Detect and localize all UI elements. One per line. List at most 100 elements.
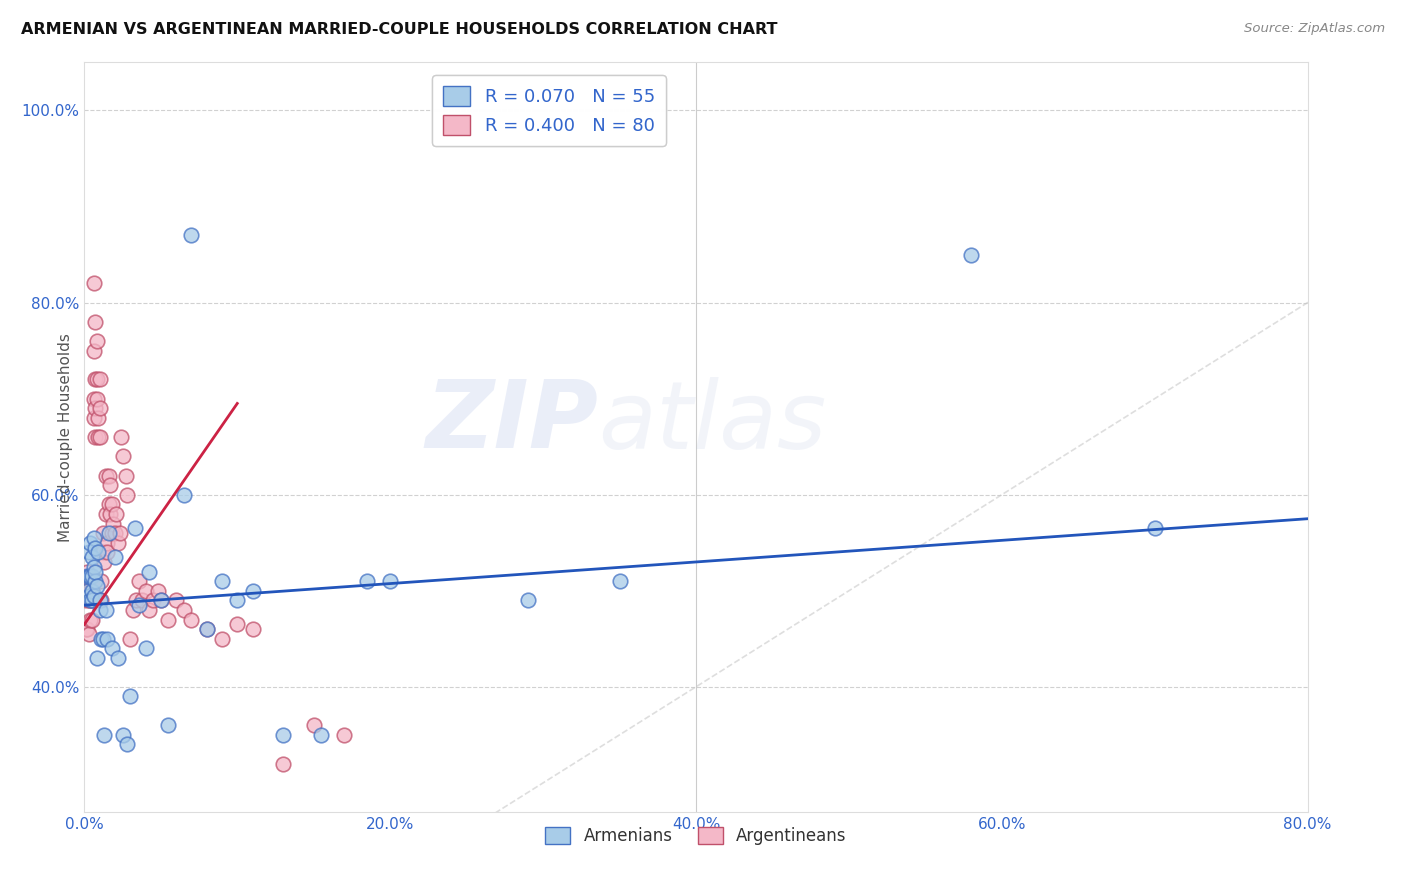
Point <box>138 565 160 579</box>
Point <box>98 507 121 521</box>
Point <box>83 410 105 425</box>
Point <box>83 531 105 545</box>
Point <box>609 574 631 589</box>
Point <box>90 574 112 589</box>
Point <box>84 401 107 416</box>
Point <box>142 593 165 607</box>
Point <box>124 521 146 535</box>
Point <box>86 372 108 386</box>
Point <box>107 651 129 665</box>
Point <box>138 603 160 617</box>
Point <box>111 728 134 742</box>
Point <box>80 574 103 589</box>
Point <box>97 526 120 541</box>
Point <box>79 535 101 549</box>
Point <box>76 583 98 598</box>
Point <box>114 468 136 483</box>
Point <box>80 583 103 598</box>
Point <box>115 738 138 752</box>
Point <box>516 593 538 607</box>
Point <box>98 478 121 492</box>
Point <box>75 622 97 636</box>
Point <box>89 372 111 386</box>
Point <box>75 583 97 598</box>
Point <box>311 728 333 742</box>
Point <box>76 565 98 579</box>
Point <box>333 728 356 742</box>
Point <box>195 622 218 636</box>
Point <box>242 622 264 636</box>
Point <box>83 559 105 574</box>
Point <box>131 593 153 607</box>
Point <box>79 583 101 598</box>
Point <box>302 718 325 732</box>
Point <box>84 430 107 444</box>
Point <box>89 603 111 617</box>
Point <box>226 617 249 632</box>
Point <box>75 593 97 607</box>
Point <box>380 574 402 589</box>
Point <box>226 593 249 607</box>
Point <box>165 593 187 607</box>
Text: Source: ZipAtlas.com: Source: ZipAtlas.com <box>1244 22 1385 36</box>
Point <box>271 756 294 771</box>
Point <box>80 550 103 565</box>
Point <box>157 718 180 732</box>
Point <box>86 334 108 348</box>
Point <box>211 632 233 646</box>
Point <box>79 569 101 583</box>
Point <box>105 507 128 521</box>
Point <box>101 497 124 511</box>
Point <box>84 574 107 589</box>
Point <box>84 565 107 579</box>
Point <box>79 593 101 607</box>
Point <box>80 569 103 583</box>
Point <box>104 526 127 541</box>
Point <box>356 574 378 589</box>
Point <box>84 541 107 555</box>
Point <box>77 569 100 583</box>
Point <box>79 574 101 589</box>
Point <box>93 728 115 742</box>
Point <box>91 526 114 541</box>
Legend: R = 0.070   N = 55, R = 0.400   N = 80: R = 0.070 N = 55, R = 0.400 N = 80 <box>433 75 666 145</box>
Point <box>149 593 172 607</box>
Point <box>146 583 169 598</box>
Point <box>89 430 111 444</box>
Point <box>77 589 100 603</box>
Point <box>101 641 124 656</box>
Point <box>122 603 145 617</box>
Point <box>97 468 120 483</box>
Point <box>80 583 103 598</box>
Point <box>96 632 118 646</box>
Point <box>89 401 111 416</box>
Point <box>84 372 107 386</box>
Point <box>84 315 107 329</box>
Point <box>93 555 115 569</box>
Point <box>97 497 120 511</box>
Point <box>173 488 195 502</box>
Point <box>91 632 114 646</box>
Point <box>76 589 98 603</box>
Point <box>128 598 150 612</box>
Point <box>94 507 117 521</box>
Point <box>101 526 124 541</box>
Point <box>242 583 264 598</box>
Point <box>79 613 101 627</box>
Point <box>77 545 100 559</box>
Point <box>271 728 294 742</box>
Point <box>77 583 100 598</box>
Point <box>1143 521 1166 535</box>
Y-axis label: Married-couple Households: Married-couple Households <box>58 333 73 541</box>
Point <box>157 613 180 627</box>
Point <box>104 550 127 565</box>
Point <box>76 622 98 636</box>
Text: atlas: atlas <box>598 376 827 467</box>
Point <box>111 450 134 464</box>
Point <box>115 488 138 502</box>
Point <box>83 589 105 603</box>
Point <box>86 651 108 665</box>
Point <box>83 392 105 406</box>
Point <box>77 627 100 641</box>
Point <box>80 593 103 607</box>
